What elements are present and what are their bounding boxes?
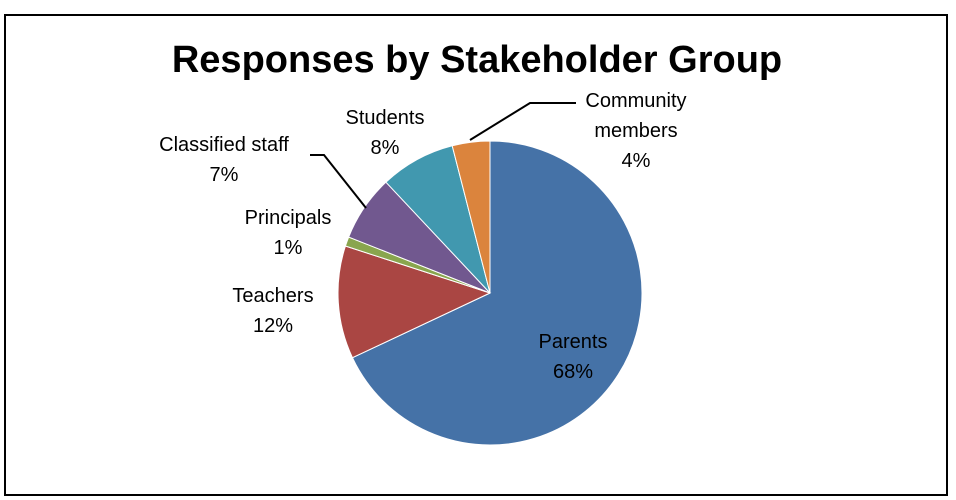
data-label-students: Students 8% [346, 107, 425, 159]
leader-line-classified-staff [310, 154, 367, 209]
leader-line-community-members [469, 102, 576, 141]
data-label-classified-staff: Classified staff 7% [159, 134, 289, 186]
pie-slices [337, 140, 643, 446]
data-label-community-members: Community members 4% [585, 90, 686, 172]
data-label-principals: Principals 1% [245, 207, 332, 259]
data-labels: Parents 68% Teachers 12% Principals 1% Classif… [159, 90, 686, 383]
data-label-parents: Parents 68% [539, 331, 608, 383]
pie-slice-community-members [451, 140, 491, 294]
chart-title: Responses by Stakeholder Group [172, 39, 782, 81]
leader-lines [310, 102, 576, 209]
data-label-teachers: Teachers 12% [232, 285, 313, 337]
pie-slice-parents [351, 140, 643, 446]
pie-slice-teachers [337, 245, 492, 359]
